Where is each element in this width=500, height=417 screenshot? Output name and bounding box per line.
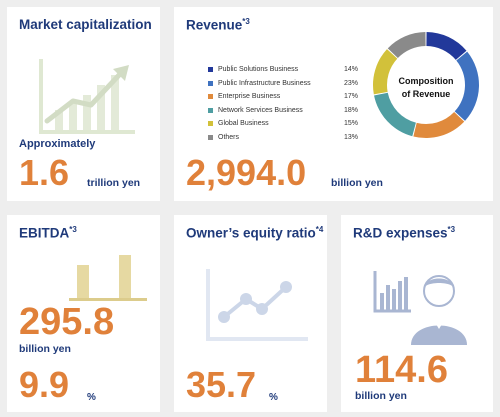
rnd-note: *3 (447, 225, 456, 234)
revenue-unit: billion yen (331, 177, 383, 189)
equity-ratio-unit: % (269, 392, 278, 403)
ebitda-card: EBITDA*3 295.8 billion yen 9.9 % (7, 215, 160, 412)
legend-label: Enterprise Business (218, 93, 281, 101)
rnd-title-text: R&D expenses (353, 225, 448, 241)
ebitda-title-text: EBITDA (19, 225, 70, 241)
revenue-card: Revenue*3 Public Solutions Business 14% Pu… (174, 7, 493, 201)
legend-item: Public Infrastructure Business 23% (208, 77, 358, 91)
rising-chart-icon (39, 59, 135, 134)
legend-item: Network Services Business 18% (208, 104, 358, 118)
rnd-value: 114.6 (355, 349, 448, 391)
revenue-note: *3 (242, 17, 250, 26)
ebitda-margin-unit: % (87, 392, 96, 403)
revenue-title: Revenue*3 (186, 17, 250, 33)
equity-ratio-title: Owner’s equity ratio*4 (186, 225, 323, 241)
legend-label: Public Solutions Business (218, 66, 299, 74)
ebitda-title: EBITDA*3 (19, 225, 77, 241)
legend-value: 17% (343, 93, 358, 101)
legend-label: Network Services Business (218, 106, 303, 114)
legend-item: Global Business 15% (208, 117, 358, 131)
legend-label: Public Infrastructure Business (218, 79, 311, 87)
revenue-title-text: Revenue (186, 17, 243, 33)
legend-value: 14% (343, 66, 358, 74)
donut-slice (413, 111, 465, 138)
legend-value: 18% (343, 106, 358, 114)
donut-slice (387, 32, 426, 59)
legend-swatch (208, 80, 213, 86)
revenue-legend: Public Solutions Business 14% Public Infra… (208, 63, 358, 144)
revenue-value: 2,994.0 (186, 152, 307, 193)
legend-item: Enterprise Business 17% (208, 90, 358, 104)
bar-chart-icon (69, 255, 147, 301)
legend-value: 23% (343, 79, 358, 87)
donut-slice (426, 32, 467, 60)
ebitda-unit: billion yen (19, 343, 71, 355)
donut-slice (373, 49, 398, 95)
researcher-icon (373, 271, 467, 345)
legend-swatch (208, 94, 213, 100)
donut-label-line1: Composition (398, 76, 454, 86)
legend-item: Others 13% (208, 131, 358, 145)
legend-swatch (208, 121, 213, 127)
legend-value: 15% (343, 120, 358, 128)
legend-value: 13% (343, 133, 358, 141)
line-chart-icon (206, 269, 308, 341)
revenue-donut-chart (373, 32, 479, 138)
market-cap-title: Market capitalization (19, 17, 152, 32)
ebitda-value: 295.8 (19, 301, 115, 343)
market-cap-unit: trillion yen (87, 177, 141, 189)
donut-slice (454, 51, 479, 121)
legend-item: Public Solutions Business 14% (208, 63, 358, 77)
ebitda-note: *3 (69, 225, 77, 234)
legend-swatch (208, 134, 213, 140)
equity-ratio-value: 35.7 (186, 364, 257, 405)
legend-label: Global Business (218, 120, 269, 128)
market-cap-approx: Approximately (19, 138, 96, 150)
market-cap-card: Market capitalization Approximately 1.6 … (7, 7, 160, 201)
ebitda-margin-value: 9.9 (19, 364, 70, 405)
rnd-card: R&D expenses*3 114.6 billion yen (341, 215, 493, 412)
donut-center-label: Composition of Revenue (381, 75, 471, 101)
equity-ratio-note: *4 (315, 225, 324, 234)
legend-label: Others (218, 133, 240, 141)
legend-swatch (208, 67, 213, 73)
rnd-unit: billion yen (355, 390, 407, 402)
donut-label-line2: of Revenue (401, 89, 451, 100)
equity-ratio-card: Owner’s equity ratio*4 35.7 % (174, 215, 327, 412)
market-cap-value: 1.6 (19, 152, 70, 193)
legend-swatch (208, 107, 213, 113)
equity-ratio-title-text: Owner’s equity ratio (186, 225, 316, 241)
donut-slice (374, 92, 416, 137)
rnd-title: R&D expenses*3 (353, 225, 455, 241)
